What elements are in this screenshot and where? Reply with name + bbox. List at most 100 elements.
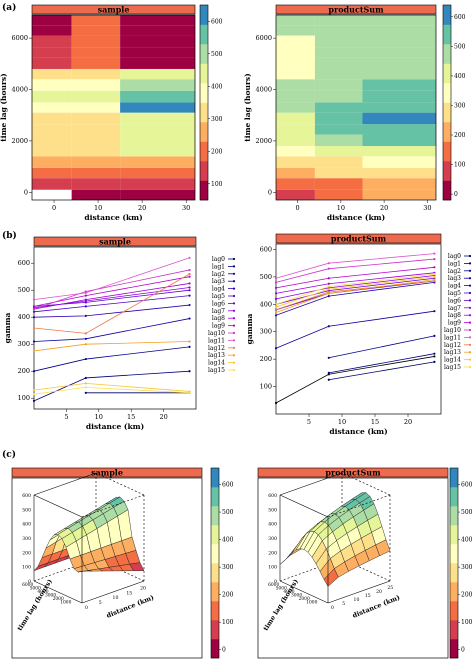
x-tick-label: 20 — [380, 204, 388, 212]
colorbar-swatch — [200, 44, 208, 64]
heatmap-cell — [276, 47, 315, 58]
colorbar-tick-label: 500 — [211, 51, 223, 58]
colorbar-swatch — [450, 620, 458, 640]
colorbar-swatch — [443, 141, 451, 162]
box-edge-hidden — [33, 558, 97, 582]
heatmap-cell — [71, 25, 121, 36]
x-tick-label: 20 — [376, 589, 382, 595]
y-tick-label: 6000 — [22, 583, 33, 588]
series-lag10 — [32, 268, 191, 311]
data-point — [84, 382, 87, 385]
strip-header — [33, 236, 197, 247]
heatmap-cell — [314, 35, 363, 48]
heatmap-cell — [362, 124, 436, 135]
legend-marker — [232, 294, 236, 298]
x-tick-label: 30 — [423, 204, 431, 212]
heatmap-cell — [276, 156, 315, 168]
box-edge — [327, 580, 391, 604]
heatmap-cell — [120, 167, 195, 179]
legend-label: lag1 — [448, 260, 461, 267]
plot-frame — [33, 246, 197, 410]
legend-label: lag9 — [448, 320, 461, 327]
legend-label: lag15 — [444, 364, 461, 371]
colorbar-tick-label: 100 — [461, 619, 473, 626]
heatmap-cell — [362, 112, 436, 125]
z-tick-label: 400 — [268, 522, 277, 528]
data-point — [188, 294, 191, 297]
colorbar-swatch — [443, 83, 451, 103]
heatmap-cell — [120, 178, 195, 190]
legend-marker — [468, 321, 472, 324]
heatmap-cell — [71, 112, 121, 125]
data-point — [327, 288, 330, 291]
heatmap-cell — [32, 134, 72, 147]
heatmap-cell — [120, 90, 195, 103]
colorbar-swatch — [450, 544, 458, 564]
data-point — [274, 292, 278, 295]
heatmap-cell — [314, 79, 363, 91]
data-point — [274, 286, 278, 289]
heatmap-cell — [276, 79, 315, 91]
data-point — [327, 356, 330, 359]
heatmap-cell — [120, 57, 195, 69]
legend: lag0lag1lag2lag3lag4lag5lag6lag7lag8lag9… — [444, 253, 472, 371]
colorbar-swatch — [200, 122, 208, 142]
y-tick-label: 6000 — [11, 34, 28, 42]
panel-label-c: (c) — [2, 449, 16, 460]
x-tick-label: 20 — [140, 585, 146, 591]
y-tick-label: 5000 — [276, 587, 287, 592]
data-point — [32, 310, 36, 313]
legend-marker — [468, 291, 472, 295]
data-point — [84, 305, 87, 308]
y-tick-label: 2000 — [11, 137, 28, 145]
heatmap-cell — [32, 189, 72, 200]
heatmap-cell — [120, 68, 195, 80]
x-tick-label: 10 — [337, 204, 345, 212]
strip-header — [257, 467, 449, 478]
y-tick-label: 100 — [18, 394, 30, 402]
x-tick-label: 0 — [85, 605, 88, 611]
heatmap-cell — [314, 47, 363, 58]
legend-label: lag2 — [448, 268, 461, 275]
x-tick-label: 10 — [94, 204, 102, 212]
heatmap-cell — [314, 156, 363, 168]
colorbar-tick-label: 100 — [222, 619, 234, 626]
y-tick-label: 3000 — [45, 594, 56, 599]
heatmap-cell — [276, 35, 315, 48]
heatmap-cell — [362, 134, 436, 147]
colorbar-tick-label: 100 — [211, 181, 223, 188]
colorbar-swatch — [443, 63, 451, 84]
heatmap-cell — [71, 189, 121, 200]
heatmap-cell — [120, 112, 195, 125]
series-lag14 — [274, 275, 436, 309]
colorbar-tick-label: 300 — [222, 564, 234, 571]
colorbar-tick-label: 300 — [461, 564, 473, 571]
heatmap-cell — [362, 189, 436, 200]
data-point — [433, 310, 436, 313]
data-point — [274, 297, 278, 300]
series-line — [328, 361, 435, 381]
data-point — [327, 292, 330, 295]
colorbar-swatch — [200, 141, 208, 162]
legend-label: lag4 — [212, 286, 225, 293]
data-point — [84, 343, 87, 346]
data-point — [32, 308, 36, 311]
heatmap-cell — [314, 167, 363, 179]
heatmap-cell — [120, 189, 195, 200]
heatmap-cell — [276, 15, 315, 26]
legend-marker — [232, 309, 236, 312]
heatmap-cell — [276, 102, 315, 113]
legend-marker — [468, 262, 472, 265]
legend-marker — [232, 257, 236, 261]
colorbar-swatch — [200, 102, 208, 123]
legend-label: lag8 — [212, 315, 225, 322]
panel-label-b: (b) — [2, 230, 17, 241]
colorbar-swatch — [211, 525, 219, 545]
legend-marker — [468, 306, 472, 309]
heatmap-cell — [276, 25, 315, 36]
data-point — [188, 340, 191, 343]
legend-marker — [468, 336, 472, 339]
x-tick-label: 15 — [126, 590, 132, 596]
data-point — [274, 308, 278, 311]
legend-marker — [468, 277, 472, 280]
